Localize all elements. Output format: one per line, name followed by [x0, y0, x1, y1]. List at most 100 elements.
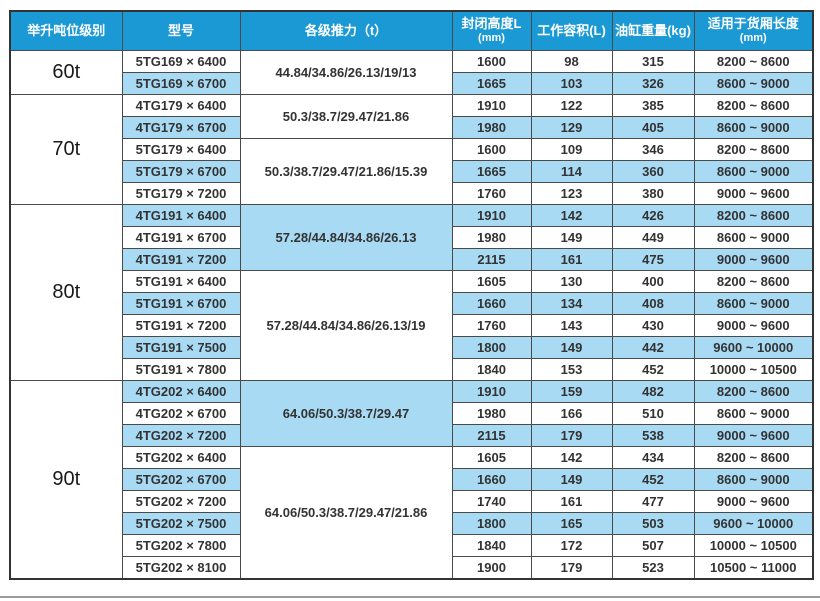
header-box-length: 适用于货厢长度 (mm)	[693, 10, 814, 51]
tonnage-cell: 80t	[9, 204, 123, 381]
thrust-cell: 50.3/38.7/29.47/21.86/15.39	[239, 138, 453, 205]
cylinder-weight-cell: 449	[611, 226, 695, 249]
table-row: 4TG191 × 6700 1980 149 449 8600 ~ 9000	[10, 226, 814, 249]
closed-height-cell: 1665	[451, 72, 532, 95]
cylinder-weight-cell: 538	[611, 424, 695, 447]
closed-height-cell: 1665	[451, 160, 532, 183]
working-volume-cell: 172	[530, 534, 613, 557]
box-length-cell: 9000 ~ 9600	[693, 490, 814, 513]
cylinder-weight-cell: 475	[611, 248, 695, 271]
table-row: 70t 4TG179 × 6400 50.3/38.7/29.47/21.86 191…	[9, 94, 814, 205]
model-cell: 4TG179 × 6400	[121, 94, 241, 117]
closed-height-cell: 1605	[451, 446, 532, 469]
table-row: 5TG191 × 7500 1800 149 442 9600 ~ 10000	[10, 336, 814, 359]
header-working-volume: 工作容积(L)	[530, 10, 613, 51]
box-length-cell: 9000 ~ 9600	[693, 314, 814, 337]
table-row: 5TG191 × 6700 1660 134 408 8600 ~ 9000	[10, 292, 814, 315]
model-cell: 5TG202 × 6400	[121, 446, 241, 469]
thrust-cell: 64.06/50.3/38.7/29.47	[239, 380, 453, 447]
box-length-cell: 10500 ~ 11000	[693, 556, 814, 580]
cylinder-weight-cell: 385	[611, 94, 695, 117]
table-row: 80t 4TG191 × 6400 57.28/44.84/34.86/26.13 1…	[9, 204, 814, 381]
table-body: 60t 5TG169 × 6400 44.84/34.86/26.13/19/13 1…	[9, 50, 814, 580]
cylinder-weight-cell: 400	[611, 270, 695, 293]
box-length-cell: 9000 ~ 9600	[693, 182, 814, 205]
working-volume-cell: 98	[530, 50, 613, 73]
table-row: 4TG191 × 7200 2115 161 475 9000 ~ 9600	[10, 248, 814, 271]
cylinder-weight-cell: 405	[611, 116, 695, 139]
model-cell: 4TG191 × 6700	[121, 226, 241, 249]
cylinder-weight-cell: 346	[611, 138, 695, 161]
working-volume-cell: 109	[530, 138, 613, 161]
box-length-cell: 8200 ~ 8600	[693, 138, 814, 161]
cylinder-weight-cell: 434	[611, 446, 695, 469]
table-row: 4TG202 × 7200 2115 179 538 9000 ~ 9600	[10, 424, 814, 447]
table-row: 5TG169 × 6700 1665 103 326 8600 ~ 9000	[10, 72, 814, 95]
box-length-cell: 9600 ~ 10000	[693, 512, 814, 535]
closed-height-cell: 1600	[451, 50, 532, 73]
working-volume-cell: 149	[530, 226, 613, 249]
table-row: 5TG202 × 8100 1900 179 523 10500 ~ 11000	[10, 556, 814, 580]
box-length-cell: 8200 ~ 8600	[693, 50, 814, 73]
cylinder-weight-cell: 452	[611, 358, 695, 381]
header-label: 各级推力（t）	[304, 22, 388, 38]
table-row: 5TG179 × 6400 50.3/38.7/29.47/21.86/15.39…	[10, 138, 814, 205]
cylinder-weight-cell: 477	[611, 490, 695, 513]
working-volume-cell: 165	[530, 512, 613, 535]
closed-height-cell: 2115	[451, 424, 532, 447]
table-row: 5TG202 × 6400 64.06/50.3/38.7/29.47/21.86…	[10, 446, 814, 580]
closed-height-cell: 1900	[451, 556, 532, 580]
table-row: 5TG179 × 7200 1760 123 380 9000 ~ 9600	[10, 182, 814, 205]
closed-height-cell: 1800	[451, 336, 532, 359]
closed-height-cell: 1660	[451, 292, 532, 315]
header-tonnage-class: 举升吨位级别	[9, 10, 123, 51]
working-volume-cell: 142	[530, 446, 613, 469]
working-volume-cell: 159	[530, 380, 613, 403]
box-length-cell: 8200 ~ 8600	[693, 204, 814, 227]
table-row: 5TG191 × 7200 1760 143 430 9000 ~ 9600	[10, 314, 814, 337]
closed-height-cell: 1800	[451, 512, 532, 535]
model-cell: 4TG179 × 6700	[121, 116, 241, 139]
box-length-cell: 10000 ~ 10500	[693, 534, 814, 557]
box-length-cell: 8600 ~ 9000	[693, 468, 814, 491]
thrust-cell: 57.28/44.84/34.86/26.13	[239, 204, 453, 271]
page-bottom-rule	[0, 596, 820, 598]
box-length-cell: 8200 ~ 8600	[693, 446, 814, 469]
closed-height-cell: 1760	[451, 314, 532, 337]
box-length-cell: 10000 ~ 10500	[693, 358, 814, 381]
model-cell: 5TG179 × 6700	[121, 160, 241, 183]
working-volume-cell: 179	[530, 424, 613, 447]
cylinder-weight-cell: 430	[611, 314, 695, 337]
closed-height-cell: 1980	[451, 116, 532, 139]
closed-height-cell: 1980	[451, 226, 532, 249]
box-length-cell: 8200 ~ 8600	[693, 380, 814, 403]
header-closed-height: 封闭高度L (mm)	[451, 10, 532, 51]
header-label: 封闭高度L	[461, 16, 522, 32]
closed-height-cell: 2115	[451, 248, 532, 271]
cylinder-weight-cell: 482	[611, 380, 695, 403]
model-cell: 5TG191 × 6700	[121, 292, 241, 315]
model-cell: 5TG202 × 8100	[121, 556, 241, 580]
tonnage-cell: 90t	[9, 380, 123, 580]
box-length-cell: 8600 ~ 9000	[693, 160, 814, 183]
closed-height-cell: 1910	[451, 204, 532, 227]
table-row: 60t 5TG169 × 6400 44.84/34.86/26.13/19/13 1…	[9, 50, 814, 95]
box-length-cell: 8200 ~ 8600	[693, 94, 814, 117]
box-length-cell: 8600 ~ 9000	[693, 292, 814, 315]
model-cell: 4TG202 × 6700	[121, 402, 241, 425]
closed-height-cell: 1605	[451, 270, 532, 293]
table-row: 5TG191 × 6400 57.28/44.84/34.86/26.13/19 1…	[10, 270, 814, 381]
model-cell: 5TG169 × 6700	[121, 72, 241, 95]
model-cell: 5TG191 × 6400	[121, 270, 241, 293]
closed-height-cell: 1660	[451, 468, 532, 491]
working-volume-cell: 179	[530, 556, 613, 580]
model-cell: 5TG169 × 6400	[121, 50, 241, 73]
closed-height-cell: 1840	[451, 534, 532, 557]
working-volume-cell: 123	[530, 182, 613, 205]
box-length-cell: 8600 ~ 9000	[693, 72, 814, 95]
model-cell: 5TG202 × 7500	[121, 512, 241, 535]
working-volume-cell: 149	[530, 336, 613, 359]
cylinder-weight-cell: 380	[611, 182, 695, 205]
header-unit: (mm)	[478, 32, 505, 45]
box-length-cell: 9000 ~ 9600	[693, 424, 814, 447]
